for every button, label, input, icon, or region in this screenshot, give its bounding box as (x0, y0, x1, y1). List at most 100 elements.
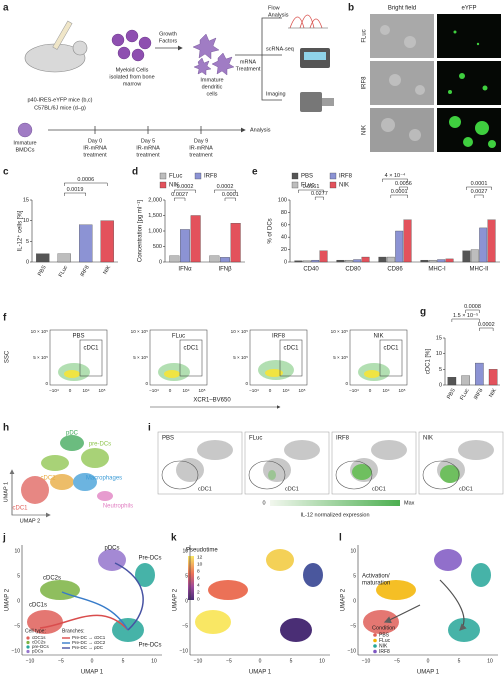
flow-frame (249, 329, 308, 386)
bar (294, 260, 303, 263)
y-tick-label: 10 (23, 218, 29, 224)
bar (353, 259, 362, 263)
bar (36, 253, 50, 263)
legend-label: pre-DCs (32, 644, 50, 649)
bar (361, 256, 370, 263)
label: FLuc (362, 29, 368, 42)
label: C57BL/6J mice (d–g) (34, 105, 86, 111)
colorbar-tick: 4 (197, 582, 200, 588)
x-tick-label: IRF8 (80, 265, 91, 278)
legend-label: NIK (379, 643, 388, 649)
y-tick-label: 1,000 (148, 228, 162, 234)
y-tick-label: 0 (245, 381, 248, 386)
flow-plots (58, 360, 390, 381)
bar (420, 259, 429, 263)
legend-dot (373, 644, 377, 648)
axis-label: SSC (5, 350, 11, 363)
panel-title: IRF8 (336, 436, 350, 442)
x-tick-label: −5 (394, 658, 400, 664)
axis-label: UMAP 2 (173, 588, 179, 611)
x-tick-label: −10⁴ (49, 388, 59, 393)
x-tick-label: 5 (122, 658, 125, 664)
y-tick-label: 60 (281, 222, 287, 228)
label: Neutrophils (103, 504, 133, 510)
significance-bracket (465, 309, 480, 313)
bar (488, 369, 498, 386)
label: isolated from bone (109, 74, 154, 80)
y-tick-label: 10 × 10⁵ (31, 329, 48, 334)
significance-bracket (382, 178, 408, 182)
label: Analysis (250, 127, 271, 133)
legend-swatch (329, 172, 337, 180)
p-value: 1.5 × 10⁻⁵ (453, 312, 478, 319)
x-tick-label: 10⁵ (98, 388, 105, 393)
label: Myeloid Cells (116, 67, 149, 73)
legend-dot (26, 636, 30, 640)
x-tick-label: 0 (169, 388, 172, 393)
legend-label: pDCs (32, 649, 44, 654)
significance-bracket (298, 189, 324, 193)
y-tick-label: 0 (159, 259, 162, 265)
x-tick-label: CD40 (303, 267, 319, 273)
label: cDC1 (183, 346, 199, 352)
axis-label: UMAP 1 (249, 670, 272, 676)
y-tick-label: 0 (284, 259, 287, 265)
label: cDC1 (283, 346, 299, 352)
axis-label: UMAP 2 (341, 588, 347, 611)
colorbar-tick: 12 (197, 554, 203, 560)
y-axis-label: Concentration [pg ml⁻¹] (138, 200, 144, 263)
x-tick-label: MHC-I (428, 267, 446, 273)
x-tick-label: 0 (369, 388, 372, 393)
x-tick-label: −10 (362, 658, 371, 664)
x-tick-label: FLuc (58, 265, 69, 279)
bar (180, 229, 190, 263)
bar (487, 219, 496, 263)
bar (386, 256, 395, 263)
panel-letter: e (252, 167, 258, 178)
label: Day 0 (88, 138, 102, 144)
y-tick-label: 5 (353, 573, 356, 579)
legend-dot (26, 645, 30, 649)
significance-bracket (64, 182, 108, 186)
legend-label: FLuc (169, 174, 182, 180)
bar (479, 227, 488, 263)
x-tick-label: 10 (487, 658, 493, 664)
label: Pre-DCs (138, 643, 161, 649)
x-tick-label: 5 (290, 658, 293, 664)
legend-label: IRF8 (379, 649, 390, 655)
bar (169, 255, 180, 263)
p-value: 0.0001 (471, 181, 488, 187)
label: Immature (13, 140, 36, 146)
label: Branches: (62, 628, 85, 634)
p-value: 0.0002 (177, 184, 194, 190)
y-tick-label: 15 (436, 335, 442, 341)
significance-bracket (390, 194, 408, 198)
legend-swatch (159, 181, 167, 189)
bar (230, 223, 241, 263)
label: IR-mRNA (189, 145, 213, 151)
y-tick-label: 80 (281, 210, 287, 216)
significance-bracket (398, 186, 408, 190)
label: 0 (262, 500, 265, 506)
panel-letter: k (171, 533, 177, 544)
y-tick-label: 0 (439, 382, 442, 388)
y-axis-label: cDC1 [%] (426, 349, 432, 375)
legend-label: Pre-DC → cDC2 (72, 640, 106, 645)
legend-label: Pre-DC → cDC1 (72, 635, 106, 640)
bar (447, 377, 457, 386)
x-tick-label: 5 (458, 658, 461, 664)
label: Macrophages (86, 476, 122, 482)
legend-label: FLuc (379, 638, 391, 644)
label: cDC1s (29, 603, 47, 609)
label: cells (206, 91, 217, 97)
label: NIK (362, 125, 368, 135)
legend-dot (373, 633, 377, 637)
label: pre-DCs (89, 442, 111, 448)
label: BMDCs (16, 147, 35, 153)
y-tick-label: 0 (185, 598, 188, 604)
label: maturation (362, 581, 390, 587)
legend-swatch (329, 181, 337, 189)
x-tick-label: −5 (58, 658, 64, 664)
